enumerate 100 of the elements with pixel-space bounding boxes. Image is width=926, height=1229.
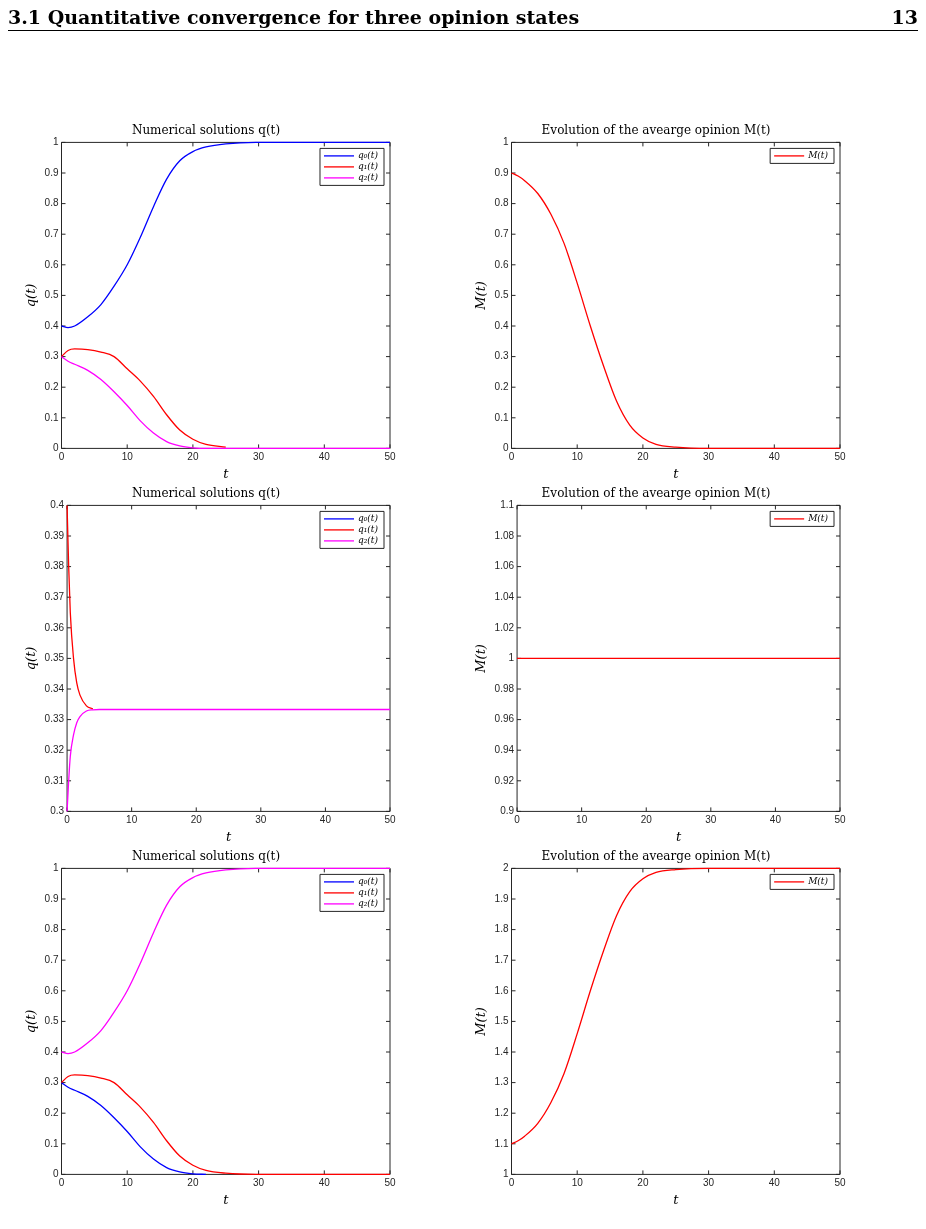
x-tick-label: 10 <box>571 451 584 463</box>
x-tick-label: 50 <box>384 451 396 463</box>
y-axis-title: q(t) <box>23 283 39 308</box>
y-tick-label: 0.2 <box>44 1106 59 1118</box>
legend-label: q₁(t) <box>357 887 379 898</box>
legend-label: q₀(t) <box>357 150 379 161</box>
chart-title: Numerical solutions q(t) <box>131 486 281 501</box>
y-tick-label: 0.37 <box>44 590 65 602</box>
x-tick-label: 30 <box>253 451 265 463</box>
y-tick-label: 0.35 <box>44 652 65 664</box>
y-tick-label: 0.8 <box>44 197 59 209</box>
x-axis-title: t <box>225 828 232 844</box>
y-tick-label: 0.1 <box>44 1137 59 1149</box>
x-tick-label: 40 <box>318 451 331 463</box>
y-tick-label: 1.8 <box>494 923 509 935</box>
x-tick-label: 40 <box>318 1177 331 1189</box>
x-axis-title: t <box>223 1191 230 1207</box>
y-tick-label: 0.4 <box>44 1045 59 1057</box>
y-axis-title: q(t) <box>23 1009 39 1034</box>
y-axis-title: M(t) <box>473 1007 489 1037</box>
x-tick-label: 50 <box>834 451 846 463</box>
y-tick-label: 1.7 <box>494 953 509 965</box>
line-series <box>66 504 94 710</box>
y-tick-label: 0.5 <box>44 289 59 301</box>
x-tick-label: 10 <box>576 814 588 826</box>
legend-label: q₁(t) <box>357 524 379 535</box>
y-tick-label: 0.9 <box>44 166 59 178</box>
y-tick-label: 0.38 <box>44 560 65 572</box>
y-tick-label: 0.4 <box>44 319 59 331</box>
y-tick-label: 0.5 <box>494 289 509 301</box>
y-tick-label: 0.7 <box>44 227 59 239</box>
line-series <box>66 708 391 813</box>
y-tick-label: 0.6 <box>494 258 509 270</box>
x-tick-label: 30 <box>253 1177 265 1189</box>
y-tick-label: 0 <box>502 442 509 454</box>
legend-label: q₂(t) <box>357 535 379 546</box>
x-tick-label: 40 <box>768 451 781 463</box>
y-axis-title: M(t) <box>473 281 489 311</box>
legend-label: M(t) <box>807 876 829 887</box>
legend-label: q₂(t) <box>357 898 379 909</box>
x-axis-title: t <box>673 465 680 481</box>
x-tick-label: 30 <box>255 814 267 826</box>
y-tick-label: 1 <box>508 652 515 664</box>
y-tick-label: 0.7 <box>494 227 509 239</box>
y-tick-label: 0 <box>52 442 59 454</box>
y-tick-label: 0.33 <box>44 713 65 725</box>
y-tick-label: 0.9 <box>500 805 515 817</box>
x-tick-label: 20 <box>640 814 653 826</box>
y-tick-label: 0.1 <box>44 411 59 423</box>
x-tick-label: 50 <box>834 1177 846 1189</box>
y-tick-label: 0.9 <box>44 892 59 904</box>
y-tick-label: 0.6 <box>44 984 59 996</box>
y-tick-label: 0.6 <box>44 258 59 270</box>
x-tick-label: 30 <box>705 814 717 826</box>
x-tick-label: 10 <box>121 451 134 463</box>
x-tick-label: 40 <box>768 1177 781 1189</box>
y-axis-title: M(t) <box>473 644 489 674</box>
x-tick-label: 10 <box>126 814 138 826</box>
y-tick-label: 0.3 <box>44 350 59 362</box>
x-tick-label: 20 <box>637 451 649 463</box>
line-series <box>60 1074 391 1176</box>
legend-label: q₀(t) <box>357 876 379 887</box>
y-tick-label: 0.8 <box>44 923 59 935</box>
chart-title: Evolution of the avearge opinion M(t) <box>541 486 771 501</box>
y-tick-label: 1.9 <box>494 892 509 904</box>
x-tick-label: 50 <box>834 814 846 826</box>
text: 3.1 Quantitative convergence for three opinion states <box>8 6 580 28</box>
x-axis-title: t <box>223 465 230 481</box>
line-series <box>60 867 391 1055</box>
y-tick-label: 0.3 <box>44 1076 59 1088</box>
y-tick-label: 0.31 <box>44 774 65 786</box>
x-tick-label: 10 <box>121 1177 134 1189</box>
y-tick-label: 1 <box>52 136 59 148</box>
y-tick-label: 2 <box>502 862 509 874</box>
y-tick-label: 0.92 <box>494 774 515 786</box>
x-tick-label: 30 <box>703 451 715 463</box>
line-series <box>60 355 391 450</box>
y-tick-label: 1 <box>502 1168 509 1180</box>
y-tick-label: 1.1 <box>494 1137 509 1149</box>
y-tick-label: 0.2 <box>494 380 509 392</box>
line-series <box>60 141 391 329</box>
legend-label: M(t) <box>807 513 829 524</box>
y-tick-label: 0.4 <box>50 499 65 511</box>
line-series <box>60 1081 207 1176</box>
y-tick-label: 0.7 <box>44 953 59 965</box>
y-tick-label: 0.32 <box>44 743 65 755</box>
y-tick-label: 1.08 <box>494 529 515 541</box>
y-tick-label: 1.02 <box>494 621 515 633</box>
line-series <box>510 867 841 1145</box>
x-tick-label: 40 <box>769 814 782 826</box>
y-axis-title: q(t) <box>23 646 39 671</box>
legend-label: q₁(t) <box>357 161 379 172</box>
chart-title: Numerical solutions q(t) <box>131 123 281 138</box>
y-tick-label: 1.1 <box>500 499 515 511</box>
y-tick-label: 0.96 <box>494 713 515 725</box>
text: 13 <box>891 6 918 28</box>
y-tick-label: 1.5 <box>494 1015 509 1027</box>
y-tick-label: 1 <box>502 136 509 148</box>
x-tick-label: 50 <box>384 814 396 826</box>
y-tick-label: 1.4 <box>494 1045 509 1057</box>
